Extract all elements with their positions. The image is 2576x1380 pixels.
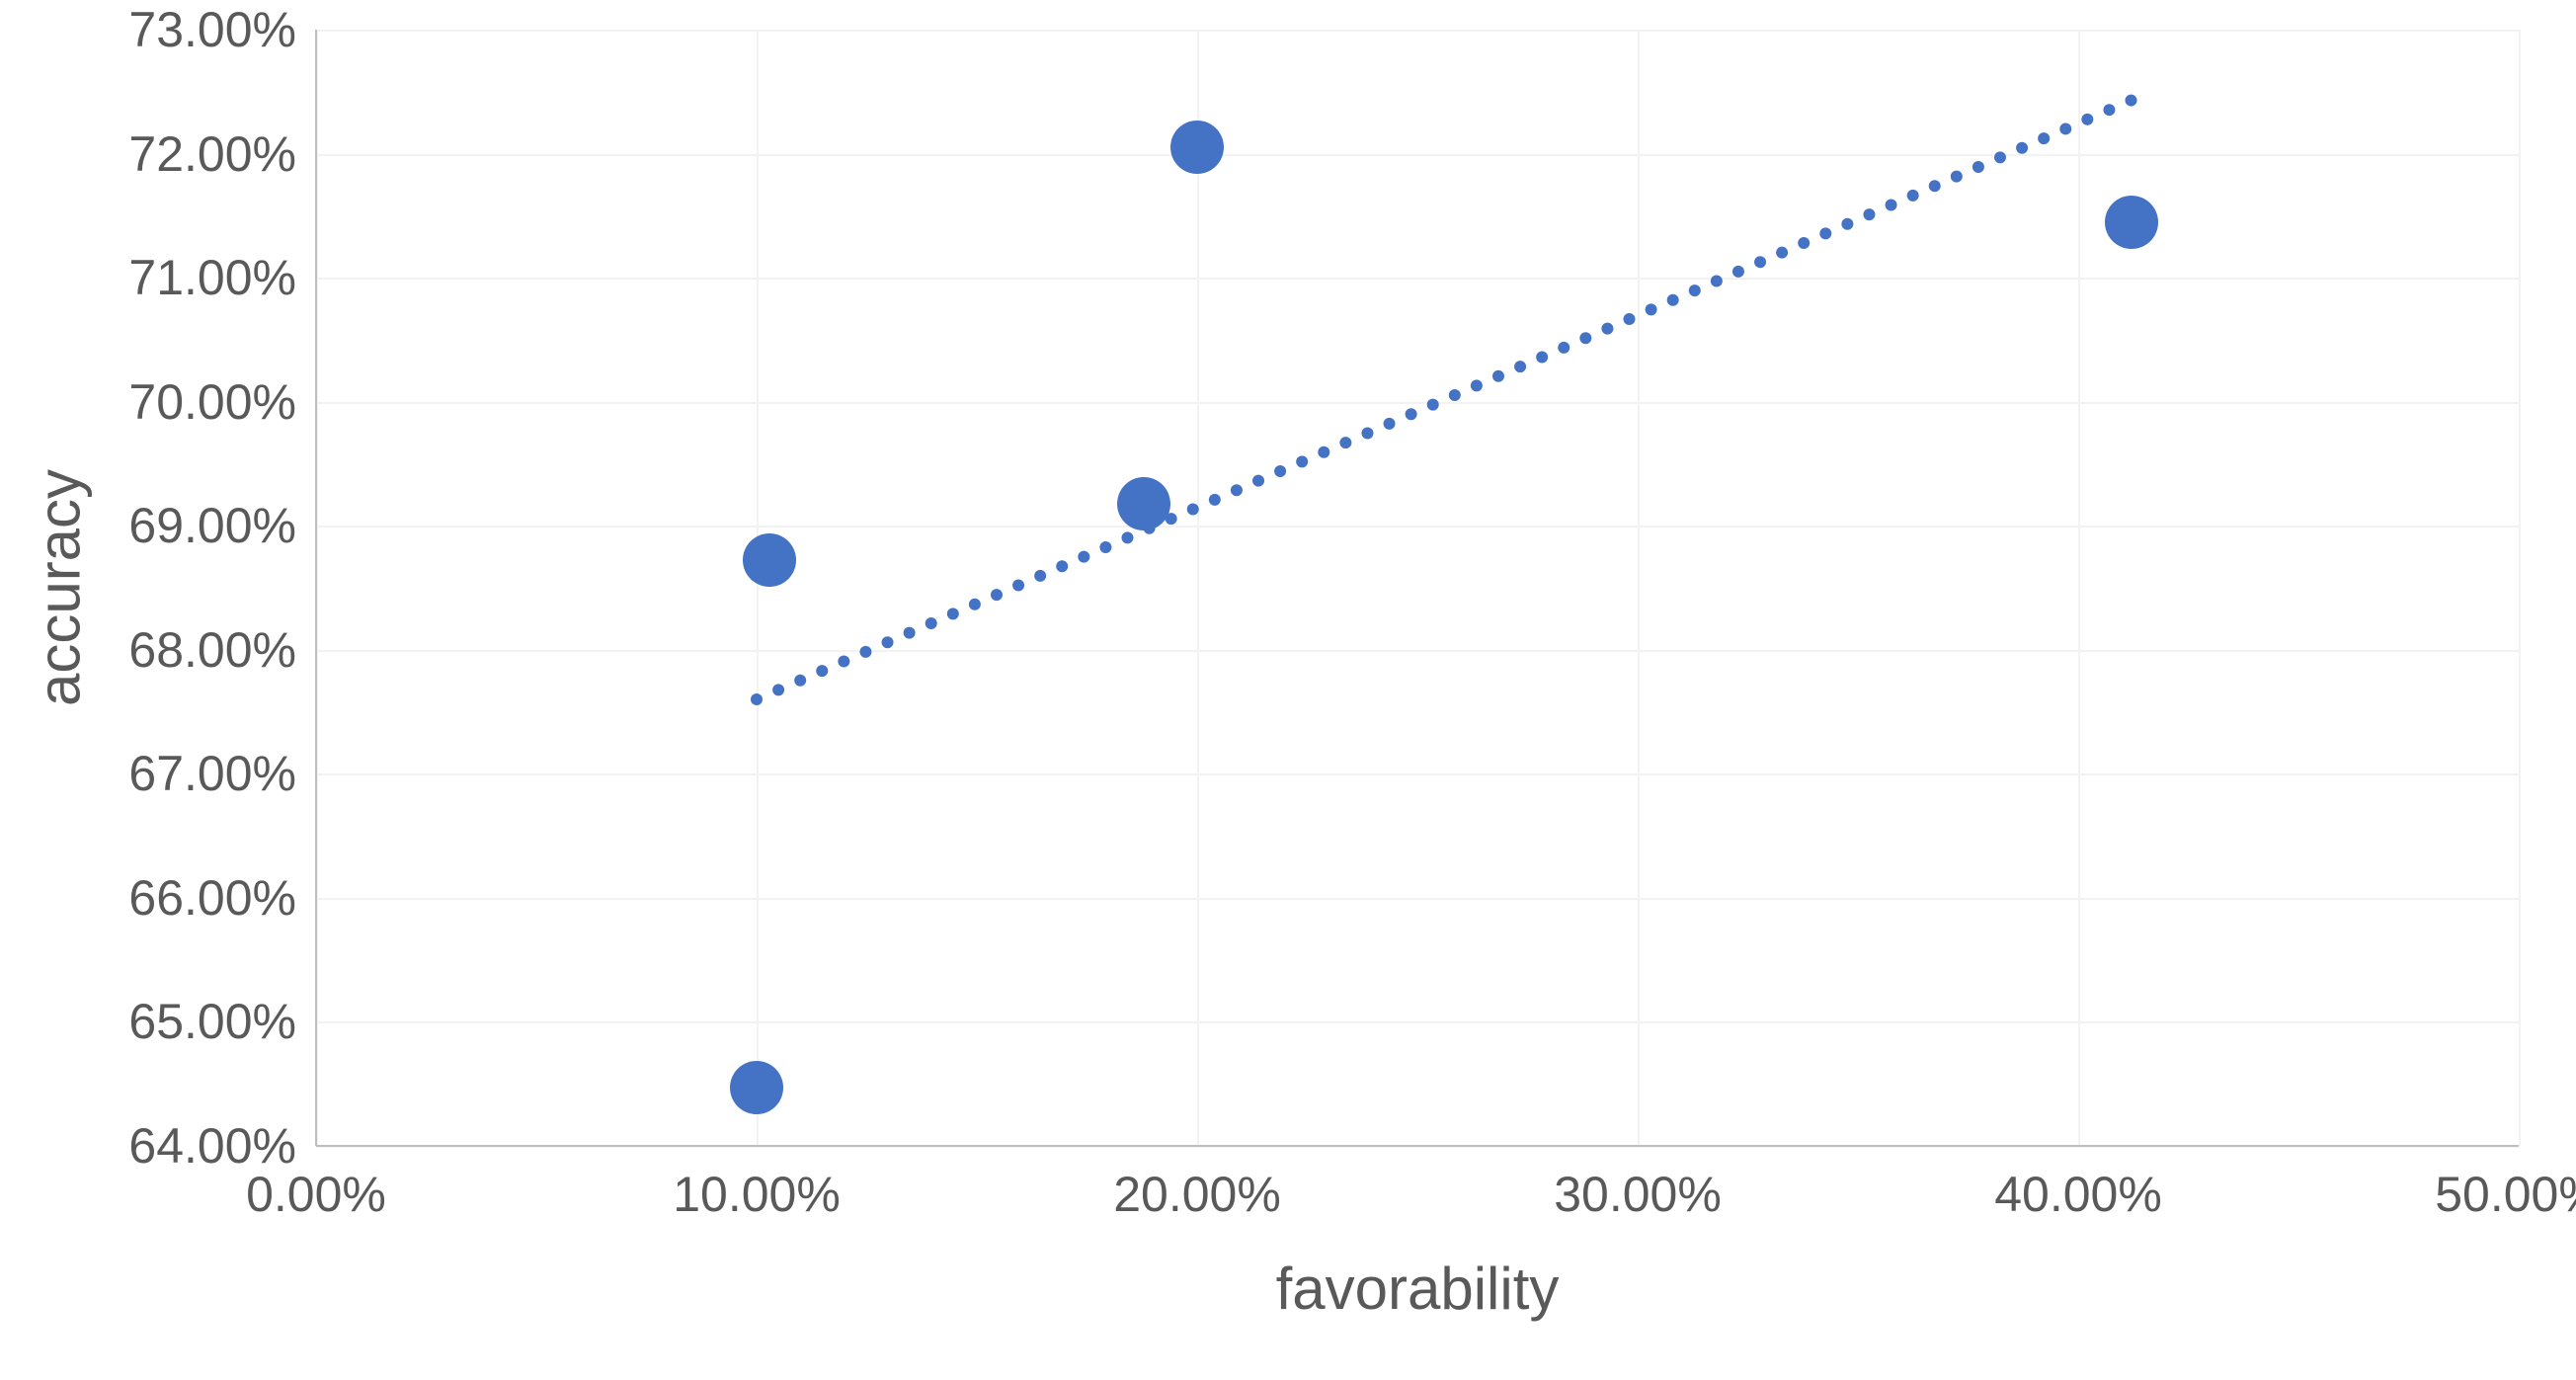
gridline-vertical [757, 30, 759, 1146]
y-axis-title: accuracy [26, 469, 94, 706]
scatter-chart: accuracy favorability 0.00%10.00%20.00%3… [0, 0, 2576, 1380]
y-tick-label: 72.00% [128, 125, 296, 183]
plot-area [316, 30, 2519, 1146]
x-tick-label: 50.00% [2435, 1166, 2576, 1223]
gridline-horizontal [316, 898, 2519, 900]
y-tick-label: 65.00% [128, 993, 296, 1050]
y-tick-label: 66.00% [128, 869, 296, 927]
data-point [2105, 196, 2158, 249]
x-tick-label: 40.00% [1994, 1166, 2162, 1223]
data-point [1170, 121, 1224, 174]
gridline-vertical [2078, 30, 2080, 1146]
gridline-vertical [2519, 30, 2521, 1146]
gridline-horizontal [316, 773, 2519, 775]
x-tick-label: 10.00% [673, 1166, 841, 1223]
gridline-horizontal [316, 650, 2519, 652]
y-tick-label: 71.00% [128, 249, 296, 306]
gridline-horizontal [316, 154, 2519, 156]
gridline-horizontal [316, 278, 2519, 280]
trendline [316, 30, 2519, 1146]
gridline-vertical [1638, 30, 1640, 1146]
y-tick-label: 68.00% [128, 621, 296, 679]
x-tick-label: 20.00% [1113, 1166, 1281, 1223]
data-point [1117, 477, 1170, 530]
gridline-horizontal [316, 402, 2519, 404]
gridline-horizontal [316, 30, 2519, 32]
y-tick-label: 67.00% [128, 745, 296, 802]
y-tick-label: 69.00% [128, 497, 296, 554]
gridline-horizontal [316, 1021, 2519, 1023]
data-point [743, 533, 796, 587]
y-axis-line [315, 30, 317, 1146]
gridline-vertical [1197, 30, 1199, 1146]
x-axis-line [316, 1145, 2519, 1147]
y-tick-label: 70.00% [128, 373, 296, 431]
x-axis-title: favorability [1276, 1255, 1560, 1323]
gridline-horizontal [316, 526, 2519, 528]
y-tick-label: 64.00% [128, 1117, 296, 1175]
y-tick-label: 73.00% [128, 1, 296, 58]
data-point [730, 1061, 783, 1114]
x-tick-label: 30.00% [1554, 1166, 1722, 1223]
